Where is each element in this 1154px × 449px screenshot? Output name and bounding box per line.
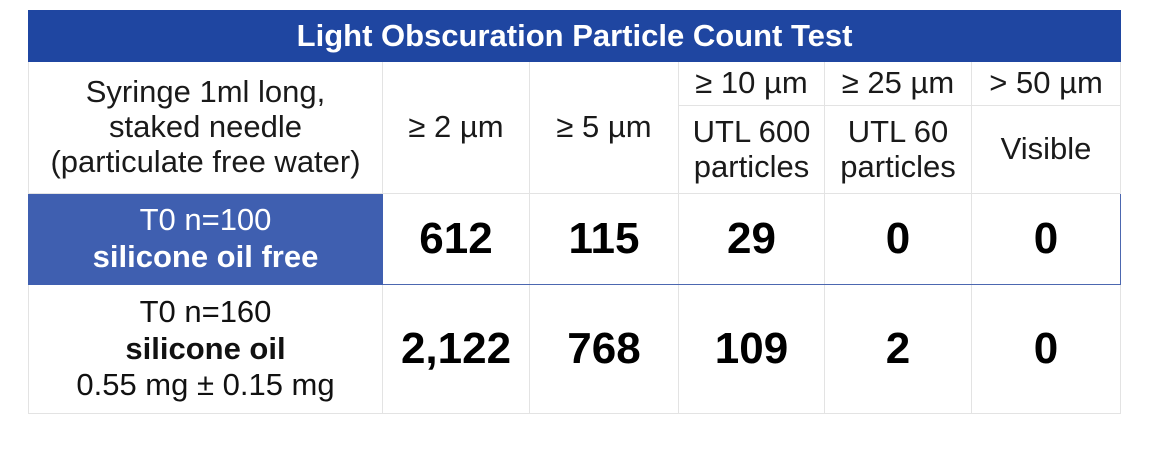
header-10um: ≥ 10 µm	[678, 61, 825, 106]
table-title: Light Obscuration Particle Count Test	[27, 10, 1122, 62]
value-5um: 768	[529, 284, 679, 414]
value-25um: 2	[824, 284, 972, 414]
limit-50um: Visible	[970, 105, 1122, 194]
value-10um: 109	[678, 284, 825, 414]
value-25um: 0	[824, 193, 972, 285]
limit-25um-line-1: UTL 60	[847, 113, 949, 149]
value-5um: 115	[529, 193, 679, 285]
row-label-sub: 0.55 mg ± 0.15 mg	[76, 367, 335, 403]
title-row: Light Obscuration Particle Count Test	[27, 10, 1122, 62]
header-5um: ≥ 5 µm	[529, 61, 679, 194]
header-50um: > 50 µm	[970, 61, 1122, 106]
row-label-bold: silicone oil free	[92, 239, 319, 274]
row-label-silicone-oil-free: T0 n=100 silicone oil free	[28, 193, 383, 285]
limit-10um-line-2: particles	[693, 148, 810, 184]
limit-25um: UTL 60 particles	[824, 105, 972, 194]
value-50um: 0	[970, 284, 1122, 414]
value-10um: 29	[678, 193, 825, 285]
value-2um: 2,122	[382, 284, 530, 414]
header-2um: ≥ 2 µm	[382, 61, 530, 194]
sample-description-header: Syringe 1ml long, staked needle (particu…	[28, 61, 383, 194]
value-2um: 612	[382, 193, 530, 285]
table-row-silicone-oil: T0 n=160 silicone oil 0.55 mg ± 0.15 mg …	[28, 284, 1122, 414]
table-row-silicone-oil-free: T0 n=100 silicone oil free 612 115 29 0 …	[28, 193, 1122, 285]
limit-10um: UTL 600 particles	[678, 105, 825, 194]
value-50um: 0	[970, 193, 1122, 285]
sample-desc-line-3: (particulate free water)	[50, 143, 361, 179]
particle-count-table-container: Light Obscuration Particle Count Test Sy…	[27, 10, 1122, 414]
row-label-silicone-oil: T0 n=160 silicone oil 0.55 mg ± 0.15 mg	[28, 284, 383, 414]
particle-count-table: Light Obscuration Particle Count Test Sy…	[27, 10, 1122, 414]
limit-25um-line-2: particles	[840, 148, 956, 184]
row-label-bold: silicone oil	[125, 330, 286, 366]
header-row-sizes: Syringe 1ml long, staked needle (particu…	[28, 61, 1122, 194]
row-label-top: T0 n=100	[139, 202, 272, 238]
header-25um: ≥ 25 µm	[824, 61, 972, 106]
limit-10um-line-1: UTL 600	[692, 113, 811, 149]
sample-desc-line-1: Syringe 1ml long,	[85, 74, 326, 110]
sample-desc-line-2: staked needle	[108, 109, 303, 145]
row-label-top: T0 n=160	[139, 293, 272, 329]
